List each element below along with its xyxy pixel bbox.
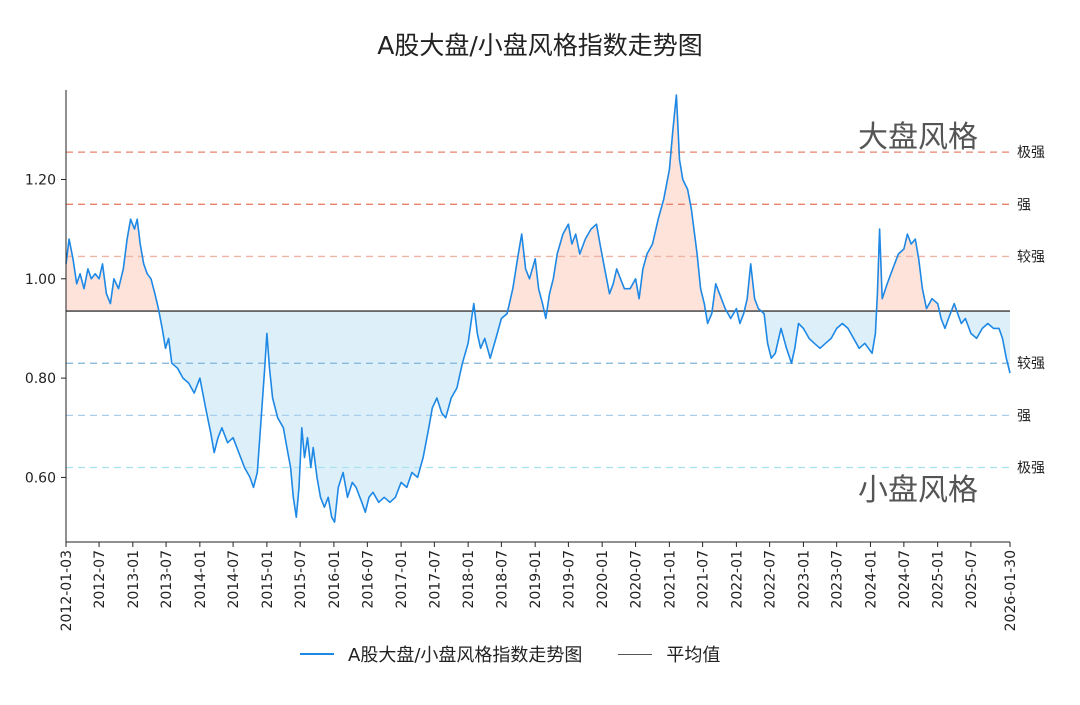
x-tick-label-1: 2012-07 [92,550,108,609]
x-tick-label-3: 2013-07 [159,550,175,609]
reference-label-4: 强 [1017,408,1031,424]
reference-label-2: 较强 [1017,249,1045,265]
legend-label-mean: 平均值 [666,645,721,666]
x-tick-label-15: 2019-07 [561,550,577,609]
y-axis-ticks: 0.60 0.80 1.00 1.20 [25,172,66,486]
x-tick-label-2: 2013-01 [126,550,142,609]
fill-layer [66,95,1010,523]
x-tick-label-0: 2012-01-03 [59,550,75,631]
x-tick-label-7: 2015-07 [293,550,309,609]
legend-swatch-mean [618,653,653,655]
y-tick-label-2: 1.00 [25,272,56,288]
x-tick-label-24: 2024-01 [863,550,879,609]
x-tick-label-6: 2015-01 [260,550,276,609]
reference-label-1: 强 [1017,197,1031,213]
x-tick-label-13: 2018-07 [494,550,510,609]
x-tick-label-12: 2018-01 [461,550,477,609]
x-tick-label-20: 2022-01 [729,550,745,609]
x-tick-label-23: 2023-07 [830,550,846,609]
x-tick-label-14: 2019-01 [528,550,544,609]
x-tick-label-5: 2014-07 [226,550,242,609]
x-tick-label-22: 2023-01 [796,550,812,609]
x-tick-label-19: 2021-07 [696,550,712,609]
y-tick-label-0: 0.60 [25,470,56,486]
x-tick-label-10: 2017-01 [394,550,410,609]
x-tick-label-27: 2025-07 [964,550,980,609]
y-tick-label-3: 1.20 [25,172,56,188]
annotation-small-cap: 小盘风格 [858,473,978,508]
x-tick-label-25: 2024-07 [897,550,913,609]
reference-label-3: 较强 [1017,356,1045,372]
x-axis-ticks: 2012-01-03 2012-07 2013-01 2013-07 2014-01 20… [59,542,1019,631]
x-tick-label-28: 2026-01-30 [1003,550,1019,631]
fill-above-mean [66,95,1010,312]
series-line [65,94,1011,523]
axes [65,90,1010,543]
x-tick-label-18: 2021-01 [662,550,678,609]
y-tick-label-1: 0.80 [25,371,56,387]
reference-label-5: 极强 [1017,461,1045,477]
x-tick-label-9: 2016-07 [360,550,376,609]
x-tick-label-26: 2025-01 [931,550,947,609]
x-tick-label-21: 2022-07 [763,550,779,609]
x-tick-label-17: 2020-07 [629,550,645,609]
legend-swatch-series [300,653,334,655]
annotation-large-cap: 大盘风格 [858,120,978,155]
x-tick-label-4: 2014-01 [193,550,209,609]
chart-title: A股大盘/小盘风格指数走势图 [377,31,703,60]
x-tick-label-11: 2017-07 [427,550,443,609]
legend-item-series: A股大盘/小盘风格指数走势图 [300,641,582,667]
legend-item-mean: 平均值 [618,641,720,667]
legend-label-series: A股大盘/小盘风格指数走势图 [348,645,583,666]
x-tick-label-16: 2020-01 [595,550,611,609]
reference-label-0: 极强 [1017,145,1045,161]
legend: A股大盘/小盘风格指数走势图 平均值 [300,640,756,668]
reference-lines [66,151,1010,469]
x-tick-label-8: 2016-01 [327,550,343,609]
